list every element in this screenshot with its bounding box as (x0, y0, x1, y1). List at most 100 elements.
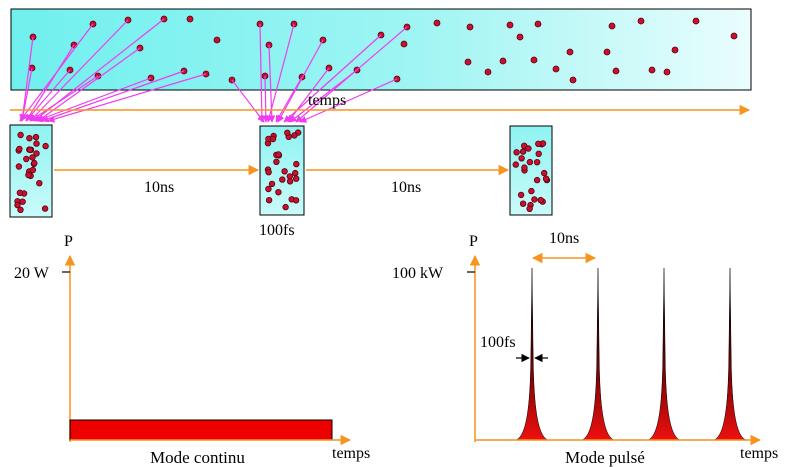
photon-dot (17, 206, 24, 213)
photon-dot (292, 197, 300, 204)
compression-arrow (47, 73, 207, 123)
compression-arrow (258, 23, 266, 123)
photon-dot (279, 176, 286, 183)
photon-dot (33, 140, 40, 147)
pulse-width-label: 100fs (480, 334, 516, 351)
photon-dot (25, 171, 32, 179)
photon-dot (464, 58, 472, 66)
photon-dot (519, 148, 527, 155)
period-label: 10ns (549, 230, 579, 247)
photon-dot (265, 196, 273, 204)
photon-dot (19, 198, 26, 205)
photon-dot (42, 142, 49, 150)
photon-dot (16, 145, 23, 153)
photon-dot (186, 15, 194, 23)
compression-arrow (268, 44, 276, 123)
photon-dot (534, 20, 542, 28)
photon-dot (526, 205, 533, 212)
photon-dot (530, 56, 538, 64)
photon-dot (275, 188, 282, 196)
photon-dot (16, 189, 24, 196)
compression-arrow (295, 26, 408, 123)
photon-dot (537, 196, 544, 204)
mode-cw-label: Mode continu (150, 448, 245, 467)
photon-dot (291, 132, 298, 139)
photon-dot (31, 159, 38, 167)
photon-dot (603, 48, 611, 56)
photon-dot (281, 168, 288, 175)
photon-dot (516, 33, 524, 41)
power-cw-label: 20 W (14, 265, 50, 282)
photon-dot (531, 196, 538, 203)
photon-dot (513, 149, 520, 156)
photon-dot (533, 176, 541, 184)
photon-dot (213, 36, 221, 44)
photon-dot (692, 17, 700, 25)
photon-dot (400, 40, 408, 48)
laser-pulse (713, 267, 747, 441)
laser-pulse (581, 267, 615, 441)
photon-dot (512, 161, 519, 168)
compression-arrow (277, 39, 324, 123)
photon-dot (23, 155, 30, 163)
photon-dot (612, 67, 620, 75)
photon-dot (15, 163, 23, 170)
photon-dot (541, 169, 548, 177)
compression-arrow (231, 79, 265, 123)
photon-dot (499, 57, 507, 65)
photon-dot (608, 22, 616, 30)
laser-pulse (647, 267, 681, 441)
mode-pulsed-label: Mode pulsé (565, 448, 645, 467)
photon-dot (36, 179, 43, 187)
compression-arrow (29, 19, 129, 122)
photon-dot (275, 151, 282, 158)
photon-dot (519, 200, 527, 207)
photon-dot (518, 155, 525, 162)
compression-arrow (283, 34, 382, 123)
photon-dot (32, 133, 40, 141)
compression-arrow (299, 78, 398, 123)
photon-dot (528, 187, 535, 195)
compression-arrow (287, 67, 330, 123)
photon-dot (269, 135, 277, 143)
photon-dot (637, 17, 645, 25)
cw-power-bar (69, 419, 333, 441)
compression-arrow (29, 75, 99, 122)
photon-dot (41, 205, 49, 212)
photon-dot (648, 66, 656, 74)
photon-dot (535, 150, 542, 157)
photon-dot (433, 19, 441, 27)
time-label-top: temps (308, 92, 346, 109)
photon-dot (284, 129, 291, 136)
photon-dot (292, 169, 299, 177)
photon-dot (569, 76, 577, 84)
compression-arrow (19, 36, 34, 122)
compression-arrow (35, 77, 152, 123)
compression-arrow (25, 69, 71, 122)
photon-dot (466, 23, 474, 31)
photon-dot (566, 48, 574, 56)
photon-dot (535, 140, 542, 147)
compression-arrow (41, 70, 185, 123)
photon-dot (282, 203, 289, 211)
photon-dot (26, 146, 34, 154)
interval-label-1: 10ns (144, 179, 174, 196)
compression-arrow (275, 76, 303, 123)
photon-dot (293, 160, 300, 168)
photon-dot (286, 178, 294, 185)
photon-dot (33, 150, 40, 157)
photon-dot (268, 180, 276, 188)
interval-label-2: 10ns (391, 179, 421, 196)
power-pulsed-label: 100 kW (392, 265, 444, 282)
laser-pulse (515, 267, 549, 441)
photon-dot (525, 145, 532, 152)
compression-arrow (25, 44, 75, 122)
photon-dot (29, 154, 36, 161)
photon-dot (533, 158, 541, 166)
photon-dot (521, 164, 528, 171)
photon-dot (730, 32, 738, 40)
time-axis-label-left: temps (332, 445, 370, 462)
photon-dot (26, 134, 33, 142)
photon-dot (29, 166, 37, 174)
photon-dot (273, 158, 280, 165)
